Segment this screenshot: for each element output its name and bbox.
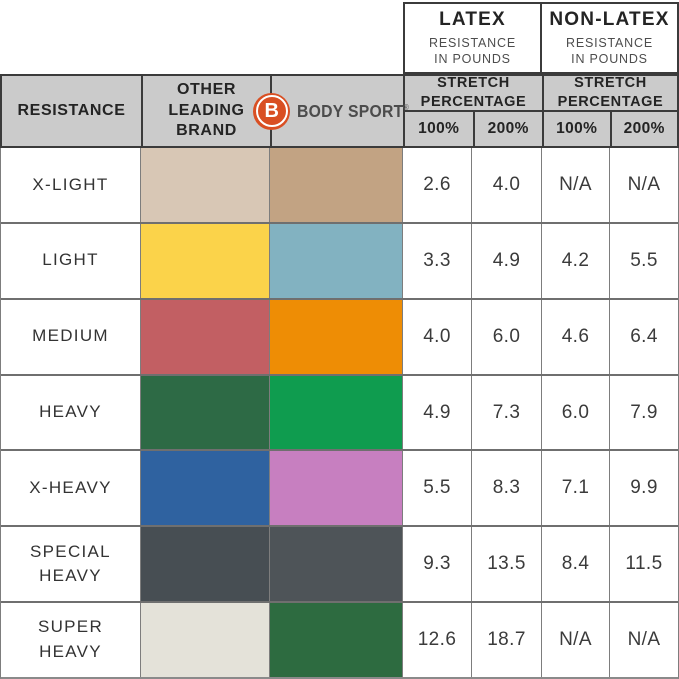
other-brand-swatch xyxy=(140,375,269,450)
latex-100-value: 3.3 xyxy=(402,223,471,298)
row-label: SUPER HEAVY xyxy=(37,617,104,662)
latex-stretch-header: STRETCH PERCENTAGE xyxy=(405,75,542,112)
latex-200-value: 7.3 xyxy=(471,375,541,450)
latex-stretch-group: STRETCH PERCENTAGE 100% 200% xyxy=(403,75,542,146)
logo-ring xyxy=(255,95,288,127)
body-sport-swatch xyxy=(269,603,402,678)
other-brand-swatch xyxy=(140,527,269,602)
non-latex-100-value: 4.2 xyxy=(541,223,609,298)
latex-100-value: 4.9 xyxy=(402,375,471,450)
table-row: SUPER HEAVY 12.6 18.7 N/A N/A xyxy=(1,601,678,678)
latex-100-header: 100% xyxy=(418,120,460,137)
non-latex-stretch-group: STRETCH PERCENTAGE 100% 200% xyxy=(542,75,677,146)
column-header-band: RESISTANCE OTHER LEADING BRAND B BODY SP… xyxy=(0,74,679,148)
latex-100-value: 12.6 xyxy=(402,603,471,678)
row-label: LIGHT xyxy=(42,250,99,270)
latex-subcolumns: 100% 200% xyxy=(405,112,542,146)
body-sport-logo: B BODY SPORT® xyxy=(253,92,422,130)
latex-200-value: 18.7 xyxy=(471,603,541,678)
table-row: MEDIUM 4.0 6.0 4.6 6.4 xyxy=(1,297,678,374)
non-latex-stretch-label: STRETCH PERCENTAGE xyxy=(557,75,664,110)
non-latex-200-value: N/A xyxy=(609,603,678,678)
latex-200-value: 6.0 xyxy=(471,299,541,374)
brand-name: BODY SPORT® xyxy=(297,101,409,122)
table-row: SPECIAL HEAVY 9.3 13.5 8.4 11.5 xyxy=(1,525,678,602)
non-latex-100-value: N/A xyxy=(541,603,609,678)
latex-200-value: 8.3 xyxy=(471,451,541,526)
table-row: LIGHT 3.3 4.9 4.2 5.5 xyxy=(1,221,678,298)
non-latex-200-header: 200% xyxy=(609,112,678,146)
non-latex-100-header: 100% xyxy=(556,120,598,137)
non-latex-100-value: 7.1 xyxy=(541,451,609,526)
latex-200-value: 13.5 xyxy=(471,527,541,602)
row-label: X-LIGHT xyxy=(32,174,109,194)
other-brand-swatch xyxy=(140,299,269,374)
non-latex-title: NON-LATEX xyxy=(549,8,670,30)
non-latex-200-value: N/A xyxy=(609,148,678,222)
other-brand-header-label: OTHER LEADING BRAND xyxy=(168,80,245,140)
row-label: X-HEAVY xyxy=(29,478,112,498)
non-latex-200-value: 11.5 xyxy=(609,527,678,602)
row-label: HEAVY xyxy=(39,402,102,422)
brand-logo-cell: B BODY SPORT® xyxy=(253,76,409,146)
brand-name-text: BODY SPORT xyxy=(297,100,404,121)
logo-circle-icon: B xyxy=(253,92,291,130)
other-brand-swatch xyxy=(140,451,269,526)
table-row: X-LIGHT 2.6 4.0 N/A N/A xyxy=(1,148,678,222)
latex-subtitle: RESISTANCE IN POUNDS xyxy=(429,35,516,66)
row-label: SPECIAL HEAVY xyxy=(30,541,111,586)
material-header-boxes: LATEX RESISTANCE IN POUNDS NON-LATEX RES… xyxy=(403,2,679,74)
non-latex-stretch-header: STRETCH PERCENTAGE xyxy=(544,75,677,112)
table-row: HEAVY 4.9 7.3 6.0 7.9 xyxy=(1,373,678,450)
non-latex-header-box: NON-LATEX RESISTANCE IN POUNDS xyxy=(540,4,677,72)
latex-200-value: 4.9 xyxy=(471,223,541,298)
latex-200-value: 4.0 xyxy=(471,148,541,222)
latex-header-box: LATEX RESISTANCE IN POUNDS xyxy=(405,4,540,72)
logo-b-letter: B xyxy=(264,100,279,122)
non-latex-subcolumns: 100% 200% xyxy=(544,112,677,146)
body-sport-swatch xyxy=(269,527,402,602)
resistance-header-label: RESISTANCE xyxy=(17,101,126,119)
registered-mark: ® xyxy=(403,102,410,112)
row-label: MEDIUM xyxy=(32,326,109,346)
body-sport-swatch xyxy=(269,451,402,526)
body-sport-swatch xyxy=(269,299,402,374)
non-latex-200-value: 7.9 xyxy=(609,375,678,450)
latex-100-value: 5.5 xyxy=(402,451,471,526)
table-row: X-HEAVY 5.5 8.3 7.1 9.9 xyxy=(1,449,678,526)
non-latex-200-value: 6.4 xyxy=(609,299,678,374)
other-brand-swatch xyxy=(140,603,269,678)
other-brand-header-cell: OTHER LEADING BRAND xyxy=(141,76,270,146)
latex-100-value: 2.6 xyxy=(402,148,471,222)
latex-100-value: 9.3 xyxy=(402,527,471,602)
non-latex-200-value: 5.5 xyxy=(609,223,678,298)
body-sport-swatch xyxy=(269,375,402,450)
latex-stretch-label: STRETCH PERCENTAGE xyxy=(420,75,527,110)
table-body: X-LIGHT 2.6 4.0 N/A N/A LIGHT 3.3 4.9 4.… xyxy=(0,148,679,679)
non-latex-100-value: N/A xyxy=(541,148,609,222)
latex-200-header: 200% xyxy=(472,112,543,146)
non-latex-100-value: 4.6 xyxy=(541,299,609,374)
non-latex-100-value: 6.0 xyxy=(541,375,609,450)
body-sport-swatch xyxy=(269,148,402,222)
non-latex-100-value: 8.4 xyxy=(541,527,609,602)
resistance-header-cell: RESISTANCE xyxy=(2,76,141,146)
latex-100-value: 4.0 xyxy=(402,299,471,374)
latex-title: LATEX xyxy=(439,8,506,30)
body-sport-swatch xyxy=(269,223,402,298)
non-latex-200-value: 9.9 xyxy=(609,451,678,526)
non-latex-subtitle: RESISTANCE IN POUNDS xyxy=(566,35,653,66)
other-brand-swatch xyxy=(140,223,269,298)
top-header-strip: LATEX RESISTANCE IN POUNDS NON-LATEX RES… xyxy=(0,0,679,74)
other-brand-swatch xyxy=(140,148,269,222)
